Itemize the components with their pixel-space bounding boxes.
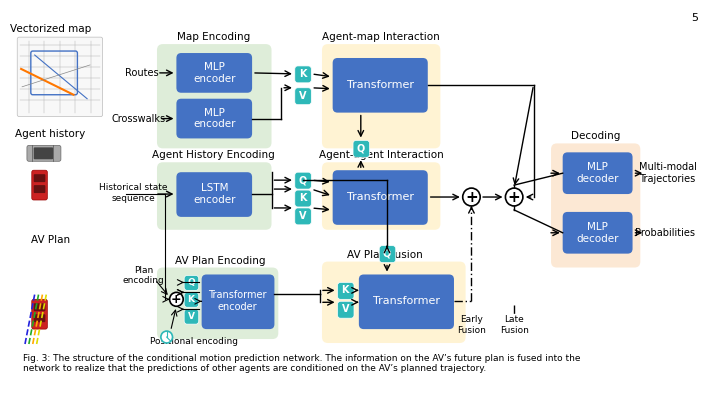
FancyBboxPatch shape (176, 99, 252, 138)
FancyBboxPatch shape (176, 172, 252, 217)
FancyBboxPatch shape (157, 267, 279, 339)
FancyBboxPatch shape (294, 66, 311, 83)
Text: Agent History Encoding: Agent History Encoding (152, 150, 274, 160)
FancyBboxPatch shape (184, 275, 199, 290)
Text: Decoding: Decoding (571, 132, 621, 142)
FancyBboxPatch shape (157, 44, 271, 148)
Text: LSTM
encoder: LSTM encoder (193, 183, 235, 205)
FancyBboxPatch shape (294, 208, 311, 225)
FancyBboxPatch shape (34, 314, 45, 322)
Text: V: V (299, 211, 306, 221)
Text: Agent-map Interaction: Agent-map Interaction (323, 32, 440, 42)
Text: +: + (508, 190, 521, 205)
FancyBboxPatch shape (32, 170, 48, 200)
Text: Late
Fusion: Late Fusion (500, 316, 528, 335)
Text: Crosswalks: Crosswalks (112, 113, 166, 124)
Text: Early
Fusion: Early Fusion (457, 316, 486, 335)
Text: V: V (341, 304, 349, 314)
Text: +: + (465, 190, 478, 205)
Text: K: K (187, 295, 194, 304)
FancyBboxPatch shape (34, 185, 45, 193)
Circle shape (161, 331, 173, 343)
FancyBboxPatch shape (34, 174, 45, 182)
FancyBboxPatch shape (359, 274, 454, 329)
Text: MLP
decoder: MLP decoder (577, 222, 619, 243)
Circle shape (170, 292, 183, 306)
Text: Transformer: Transformer (373, 296, 440, 306)
Text: Agent-agent Interaction: Agent-agent Interaction (319, 150, 444, 160)
Text: Map Encoding: Map Encoding (176, 32, 250, 42)
FancyBboxPatch shape (202, 274, 274, 329)
FancyBboxPatch shape (294, 88, 311, 105)
Text: Routes: Routes (125, 68, 158, 78)
FancyBboxPatch shape (333, 58, 428, 113)
Text: AV Plan: AV Plan (31, 235, 70, 245)
FancyBboxPatch shape (184, 292, 199, 307)
FancyBboxPatch shape (294, 190, 311, 207)
Text: Q: Q (383, 249, 391, 259)
Text: V: V (187, 312, 194, 321)
FancyBboxPatch shape (333, 170, 428, 225)
FancyBboxPatch shape (562, 152, 633, 194)
Text: AV Plan Encoding: AV Plan Encoding (175, 255, 266, 265)
FancyBboxPatch shape (34, 148, 53, 159)
Circle shape (505, 188, 523, 206)
FancyBboxPatch shape (27, 146, 61, 161)
Text: Q: Q (187, 278, 195, 287)
FancyBboxPatch shape (338, 282, 354, 299)
Text: K: K (341, 286, 349, 296)
FancyBboxPatch shape (562, 212, 633, 253)
Text: MLP
encoder: MLP encoder (193, 108, 235, 130)
FancyBboxPatch shape (176, 53, 252, 93)
Text: V: V (299, 91, 306, 101)
Text: Transformer: Transformer (347, 192, 414, 202)
Text: MLP
encoder: MLP encoder (193, 62, 235, 84)
FancyBboxPatch shape (322, 162, 441, 230)
FancyBboxPatch shape (322, 261, 466, 343)
Text: Plan
encoding: Plan encoding (122, 266, 164, 285)
Text: Transformer
encoder: Transformer encoder (208, 290, 267, 312)
FancyBboxPatch shape (34, 303, 45, 311)
FancyBboxPatch shape (551, 144, 640, 267)
Text: Q: Q (356, 144, 365, 153)
Text: Probabilities: Probabilities (634, 228, 695, 238)
Text: Positional encoding: Positional encoding (150, 336, 238, 346)
Text: K: K (299, 193, 306, 203)
Text: Multi-modal
Trajectories: Multi-modal Trajectories (639, 162, 696, 184)
FancyBboxPatch shape (32, 299, 48, 329)
FancyBboxPatch shape (184, 309, 199, 324)
Text: 5: 5 (691, 13, 698, 23)
Text: Fig. 3: The structure of the conditional motion prediction network. The informat: Fig. 3: The structure of the conditional… (23, 354, 580, 373)
FancyBboxPatch shape (353, 140, 369, 157)
FancyBboxPatch shape (338, 301, 354, 318)
Text: Vectorized map: Vectorized map (9, 24, 91, 34)
Text: AV Plan Fusion: AV Plan Fusion (347, 249, 423, 259)
Text: Transformer: Transformer (347, 80, 414, 90)
FancyBboxPatch shape (17, 37, 103, 117)
FancyBboxPatch shape (322, 44, 441, 148)
Text: MLP
decoder: MLP decoder (577, 162, 619, 184)
Text: Q: Q (299, 175, 307, 185)
Text: +: + (171, 293, 181, 306)
Circle shape (463, 188, 480, 206)
FancyBboxPatch shape (294, 172, 311, 189)
FancyBboxPatch shape (157, 162, 271, 230)
Text: K: K (299, 69, 306, 79)
Text: Historical state
sequence: Historical state sequence (99, 183, 168, 203)
FancyBboxPatch shape (379, 246, 396, 263)
Text: Agent history: Agent history (15, 130, 86, 140)
